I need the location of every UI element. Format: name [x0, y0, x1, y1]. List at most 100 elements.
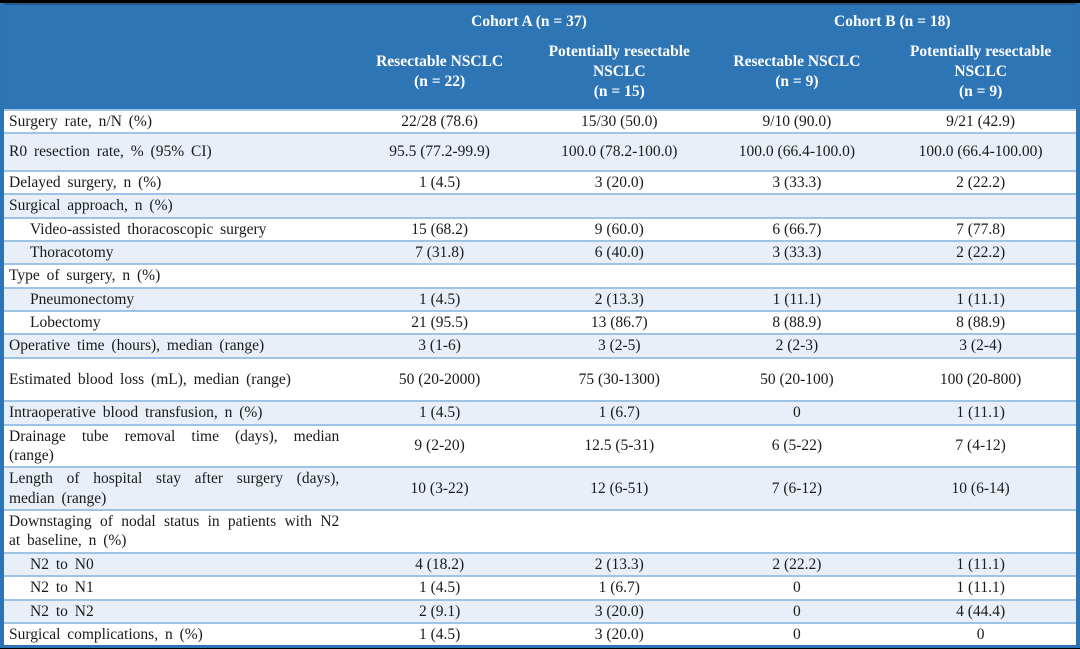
column-header-resectable-a: Resectable NSCLC (n = 22) [349, 35, 530, 111]
column-header-n: (n = 15) [593, 83, 645, 101]
column-header-resectable-b: Resectable NSCLC (n = 9) [708, 35, 886, 111]
row-label: Thoracotomy [2, 239, 350, 265]
cell-value: 10 (6-14) [885, 466, 1078, 510]
cell-value [349, 509, 530, 553]
cell-value: 3 (20.0) [529, 598, 709, 623]
column-header-name: Resectable NSCLC [733, 52, 861, 70]
cell-value: 0 [708, 598, 886, 623]
cell-value: 1 (4.5) [349, 575, 530, 600]
cell-value: 100 (20-800) [885, 356, 1078, 402]
cell-value [885, 193, 1078, 218]
cell-value: 8 (88.9) [885, 309, 1078, 335]
cell-value [885, 509, 1078, 553]
cell-value: 1 (11.1) [885, 286, 1078, 311]
table-row: Surgery rate, n/N (%) 22/28 (78.6) 15/30 (… [2, 108, 1078, 134]
row-label: N2 to N2 [2, 598, 350, 623]
cell-value: 2 (2-3) [708, 333, 886, 358]
table-row: Lobectomy 21 (95.5) 13 (86.7) 8 (88.9) 8 (88… [2, 309, 1078, 335]
table-row: Thoracotomy 7 (31.8) 6 (40.0) 3 (33.3) 2 (22… [2, 239, 1078, 265]
cell-value: 1 (11.1) [885, 400, 1078, 425]
cell-value [885, 263, 1078, 288]
cell-value: 0 [708, 400, 886, 425]
column-header-potentially-resectable-b: Potentially resectable NSCLC (n = 9) [885, 35, 1078, 111]
row-label: Operative time (hours), median (range) [2, 333, 350, 358]
cell-value [529, 263, 709, 288]
column-header-n: (n = 22) [414, 73, 466, 90]
cell-value: 9/21 (42.9) [885, 108, 1078, 134]
cell-value [529, 509, 709, 553]
table-row: R0 resection rate, % (95% CI) 95.5 (77.2-… [2, 132, 1078, 171]
cell-value: 50 (20-100) [708, 356, 886, 402]
cell-value [708, 263, 886, 288]
cell-value: 9/10 (90.0) [708, 108, 886, 134]
cell-value: 95.5 (77.2-99.9) [349, 132, 530, 171]
cell-value: 100.0 (78.2-100.0) [529, 132, 709, 171]
table-row: Drainage tube removal time (days), media… [2, 423, 1078, 468]
cell-value: 12 (6-51) [529, 466, 709, 510]
row-label: Video-assisted thoracoscopic surgery [2, 216, 350, 241]
table-row: Pneumonectomy 1 (4.5) 2 (13.3) 1 (11.1) 1 (1… [2, 286, 1078, 311]
row-label: Type of surgery, n (%) [2, 263, 350, 288]
cell-value: 0 [708, 575, 886, 600]
cell-value: 12.5 (5-31) [529, 423, 709, 468]
surgery-outcomes-table: Cohort A (n = 37) Cohort B (n = 18) Rese… [0, 3, 1080, 649]
table-row: N2 to N0 4 (18.2) 2 (13.3) 2 (22.2) 1 (11.1) [2, 551, 1078, 577]
cell-value: 3 (33.3) [708, 169, 886, 195]
cell-value [349, 193, 530, 218]
cell-value: 9 (2-20) [349, 423, 530, 468]
cell-value: 2 (22.2) [885, 169, 1078, 195]
cell-value: 75 (30-1300) [529, 356, 709, 402]
cell-value: 0 [885, 621, 1078, 647]
cell-value: 3 (2-5) [529, 333, 709, 358]
row-label: R0 resection rate, % (95% CI) [2, 132, 350, 171]
column-header-name: Potentially resectable NSCLC [909, 42, 1052, 80]
row-label: Pneumonectomy [2, 286, 350, 311]
row-label: Surgery rate, n/N (%) [2, 108, 350, 134]
cell-value [708, 193, 886, 218]
cell-value: 9 (60.0) [529, 216, 709, 241]
column-header-name: Potentially resectable NSCLC [548, 42, 690, 80]
table-row: Estimated blood loss (mL), median (range… [2, 356, 1078, 402]
row-label: Lobectomy [2, 309, 350, 335]
row-label: Surgical complications, n (%) [2, 621, 350, 647]
cohort-b-header: Cohort B (n = 18) [708, 4, 1078, 35]
cell-value: 3 (1-6) [349, 333, 530, 358]
cell-value: 3 (20.0) [529, 169, 709, 195]
cell-value: 7 (31.8) [349, 239, 530, 265]
row-label: Delayed surgery, n (%) [2, 169, 350, 195]
row-label: Estimated blood loss (mL), median (range… [2, 356, 350, 402]
table-header: Cohort A (n = 37) Cohort B (n = 18) Rese… [2, 4, 1078, 111]
cell-value: 2 (9.1) [349, 598, 530, 623]
cell-value: 6 (5-22) [708, 423, 886, 468]
cell-value: 13 (86.7) [529, 309, 709, 335]
cell-value: 6 (40.0) [529, 239, 709, 265]
cell-value: 7 (6-12) [708, 466, 886, 510]
cell-value: 2 (13.3) [529, 286, 709, 311]
cell-value: 2 (13.3) [529, 551, 709, 577]
column-header-n: (n = 9) [775, 73, 819, 90]
table-row: Surgical complications, n (%) 1 (4.5) 3 (2… [2, 621, 1078, 647]
table-row: Delayed surgery, n (%) 1 (4.5) 3 (20.0) 3 (… [2, 169, 1078, 195]
cell-value: 2 (22.2) [885, 239, 1078, 265]
cell-value: 3 (20.0) [529, 621, 709, 647]
cell-value: 1 (4.5) [349, 621, 530, 647]
table-body: Surgery rate, n/N (%) 22/28 (78.6) 15/30 (… [2, 108, 1078, 647]
cell-value: 22/28 (78.6) [349, 108, 530, 134]
table-row: Video-assisted thoracoscopic surgery 15 (… [2, 216, 1078, 241]
section-row: Type of surgery, n (%) [2, 263, 1078, 288]
cell-value: 1 (11.1) [885, 551, 1078, 577]
cell-value: 50 (20-2000) [349, 356, 530, 402]
row-label: N2 to N1 [2, 575, 350, 600]
table-row: Intraoperative blood transfusion, n (%) 1… [2, 400, 1078, 425]
table-row: Length of hospital stay after surgery (d… [2, 466, 1078, 510]
cell-value: 0 [708, 621, 886, 647]
section-row: Surgical approach, n (%) [2, 193, 1078, 218]
row-label: Intraoperative blood transfusion, n (%) [2, 400, 350, 425]
cell-value: 1 (4.5) [349, 286, 530, 311]
column-header-n: (n = 9) [958, 83, 1003, 101]
cell-value: 4 (18.2) [349, 551, 530, 577]
table-row: Operative time (hours), median (range) 3 … [2, 333, 1078, 358]
cell-value: 100.0 (66.4-100.00) [885, 132, 1078, 171]
header-spacer-cell [2, 35, 350, 111]
row-label: Surgical approach, n (%) [2, 193, 350, 218]
